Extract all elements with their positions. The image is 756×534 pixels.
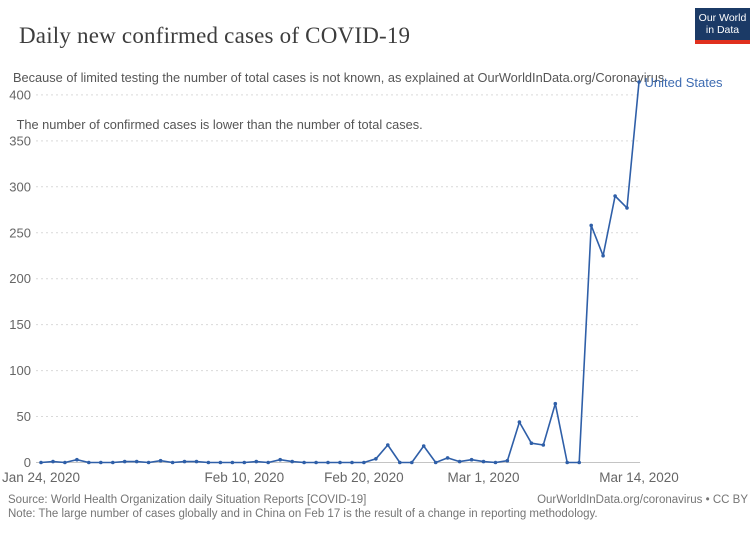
chart-title: Daily new confirmed cases of COVID-19 xyxy=(19,23,411,49)
data-point[interactable] xyxy=(493,460,498,465)
data-point[interactable] xyxy=(111,460,115,465)
data-point[interactable] xyxy=(122,459,127,464)
data-point[interactable] xyxy=(314,460,318,465)
data-point[interactable] xyxy=(51,459,55,464)
y-tick-label: 400 xyxy=(9,87,31,102)
data-point[interactable] xyxy=(63,460,67,465)
y-tick-label: 50 xyxy=(17,409,31,424)
data-point[interactable] xyxy=(529,441,534,446)
data-point[interactable] xyxy=(565,460,569,465)
data-point[interactable] xyxy=(398,460,402,465)
data-point[interactable] xyxy=(433,460,438,465)
x-tick-label: Feb 20, 2020 xyxy=(324,470,404,485)
data-point[interactable] xyxy=(350,460,354,465)
data-point[interactable] xyxy=(182,459,187,464)
data-point[interactable] xyxy=(266,460,271,465)
data-point[interactable] xyxy=(218,460,223,465)
x-tick-label: Feb 10, 2020 xyxy=(205,470,285,485)
data-point[interactable] xyxy=(99,460,103,465)
credit-link[interactable]: OurWorldInData.org/coronavirus • CC BY xyxy=(537,494,748,506)
y-tick-label: 150 xyxy=(9,317,31,332)
owid-logo-line-2: in Data xyxy=(705,24,740,36)
data-point[interactable] xyxy=(410,460,414,465)
owid-logo[interactable]: Our World in Data xyxy=(695,8,750,44)
data-point[interactable] xyxy=(421,444,426,448)
data-point[interactable] xyxy=(445,456,450,460)
data-point[interactable] xyxy=(457,459,462,464)
data-point[interactable] xyxy=(386,443,390,447)
y-tick-label: 200 xyxy=(9,271,31,286)
chart-footer: Source: World Health Organization daily … xyxy=(8,494,748,521)
y-tick-label: 100 xyxy=(9,363,31,378)
data-point[interactable] xyxy=(146,460,151,465)
data-point[interactable] xyxy=(206,460,211,465)
data-point[interactable] xyxy=(625,206,629,210)
data-point[interactable] xyxy=(290,459,295,464)
data-point[interactable] xyxy=(469,457,474,462)
data-point[interactable] xyxy=(254,459,259,464)
data-point[interactable] xyxy=(637,80,641,84)
owid-logo-line-1: Our World xyxy=(698,11,747,24)
entity-label[interactable]: United States xyxy=(645,75,724,90)
source-text: Source: World Health Organization daily … xyxy=(8,494,367,506)
data-point[interactable] xyxy=(278,457,283,462)
y-tick-label: 250 xyxy=(9,225,31,240)
data-point[interactable] xyxy=(517,420,522,424)
line-chart-svg: 0 50 100 150 200 250 300 350 400 Jan 24, 2020 Feb … xyxy=(2,75,724,485)
chart-area[interactable]: 0 50 100 150 200 250 300 350 400 Jan 24, 2020 Feb … xyxy=(0,70,756,495)
y-tick-label: 300 xyxy=(9,179,31,194)
data-point[interactable] xyxy=(242,460,247,465)
data-point[interactable] xyxy=(613,194,617,198)
subtitle-line-1: Because of limited testing the number of… xyxy=(13,70,665,85)
data-point[interactable] xyxy=(39,460,43,465)
data-point[interactable] xyxy=(481,459,486,464)
data-point[interactable] xyxy=(374,457,378,461)
x-tick-label: Jan 24, 2020 xyxy=(2,470,80,485)
data-point[interactable] xyxy=(194,459,199,464)
data-point[interactable] xyxy=(505,458,510,463)
chart-subtitle: Because of limited testing the number of… xyxy=(13,39,664,163)
data-point[interactable] xyxy=(302,460,306,465)
data-point[interactable] xyxy=(541,443,546,447)
us-series-line[interactable] xyxy=(40,81,640,464)
data-point[interactable] xyxy=(230,460,235,465)
data-point[interactable] xyxy=(601,253,605,258)
data-point[interactable] xyxy=(87,460,91,465)
y-tick-label: 350 xyxy=(9,133,31,148)
data-point[interactable] xyxy=(362,460,366,465)
data-point[interactable] xyxy=(134,459,139,464)
x-tick-label: Mar 14, 2020 xyxy=(599,470,679,485)
data-point[interactable] xyxy=(338,460,342,465)
data-point[interactable] xyxy=(75,457,79,462)
data-point[interactable] xyxy=(553,401,558,406)
data-point[interactable] xyxy=(170,460,175,465)
data-point[interactable] xyxy=(577,460,581,465)
data-point[interactable] xyxy=(158,458,163,463)
note-text: Note: The large number of cases globally… xyxy=(8,507,598,520)
data-point[interactable] xyxy=(326,460,330,465)
data-point[interactable] xyxy=(589,223,593,228)
subtitle-line-2: The number of confirmed cases is lower t… xyxy=(13,116,423,132)
x-tick-label: Mar 1, 2020 xyxy=(447,470,519,485)
y-tick-label: 0 xyxy=(24,455,31,470)
